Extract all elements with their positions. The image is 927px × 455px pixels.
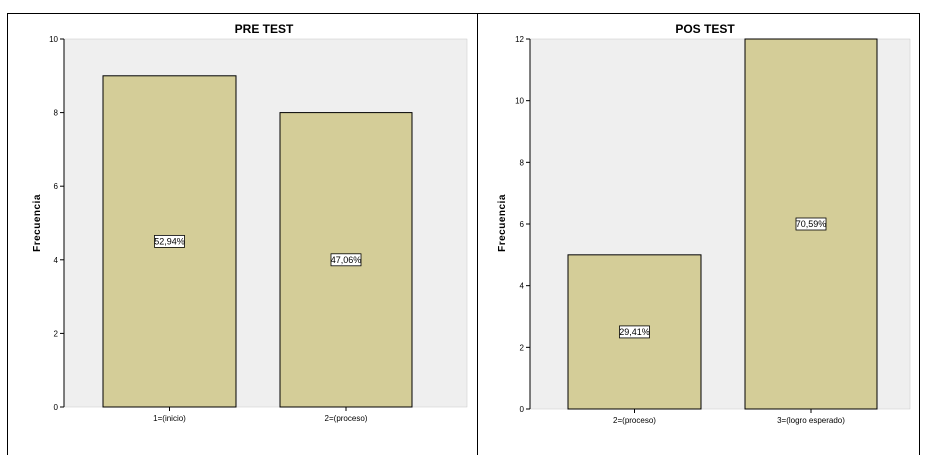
chart-title: PRE TEST — [235, 22, 294, 36]
data-label-box — [154, 234, 185, 248]
y-tick-label: 6 — [520, 220, 525, 229]
y-tick-label: 2 — [54, 329, 59, 338]
y-tick-label: 8 — [520, 158, 525, 167]
data-label: 70,59% — [796, 219, 827, 229]
data-label-box — [619, 325, 650, 339]
y-tick-label: 4 — [54, 256, 59, 265]
x-tick-label: 3=(logro esperado) — [777, 416, 845, 425]
data-label-box — [330, 253, 362, 267]
y-tick-label: 0 — [54, 403, 59, 412]
chart-title: POS TEST — [675, 22, 735, 36]
y-tick-label: 0 — [520, 405, 525, 414]
y-tick-label: 8 — [54, 109, 59, 118]
x-tick-label: 1=(inicio) — [153, 414, 186, 423]
panel-divider — [477, 13, 478, 455]
y-axis-label: Frecuencia — [32, 194, 43, 252]
y-tick-label: 2 — [520, 343, 525, 352]
y-tick-label: 10 — [49, 35, 58, 44]
data-label: 29,41% — [619, 327, 650, 337]
data-label: 47,06% — [331, 255, 362, 265]
y-tick-label: 10 — [515, 97, 524, 106]
y-axis-label: Frecuencia — [497, 194, 508, 252]
x-tick-label: 2=(proceso) — [325, 414, 368, 423]
data-label: 52,94% — [154, 236, 185, 246]
figure-frame — [7, 13, 920, 455]
y-tick-label: 4 — [520, 282, 525, 291]
y-tick-label: 6 — [54, 182, 59, 191]
x-tick-label: 2=(proceso) — [613, 416, 656, 425]
y-tick-label: 12 — [515, 35, 524, 44]
data-label-box — [795, 217, 827, 231]
